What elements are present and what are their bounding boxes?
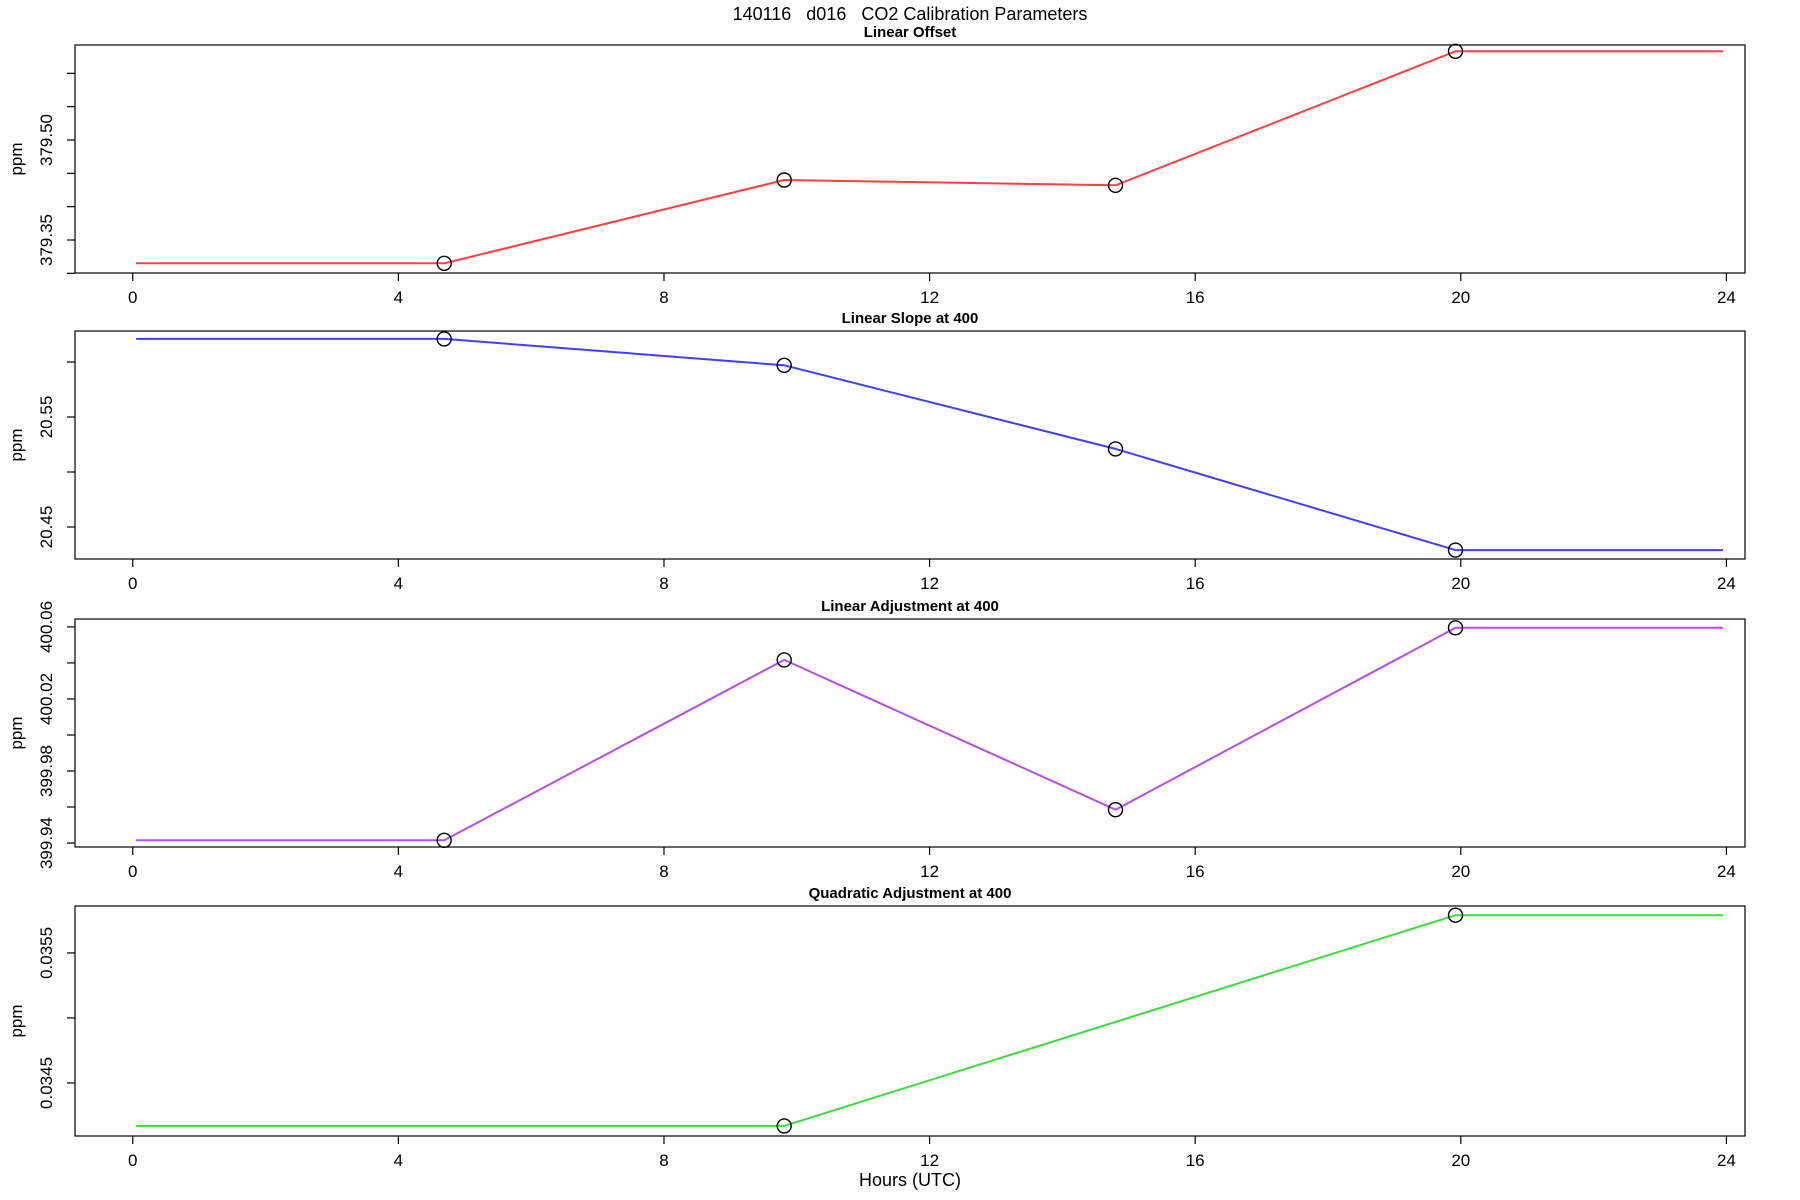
y-axis-name: ppm xyxy=(7,142,26,175)
y-tick-label: 20.55 xyxy=(37,396,56,439)
x-tick-label: 20 xyxy=(1451,862,1470,881)
y-tick-label: 0.0345 xyxy=(37,1057,56,1109)
x-tick-label: 12 xyxy=(920,574,939,593)
y-axis-name: ppm xyxy=(7,428,26,461)
plot-box xyxy=(74,44,1746,274)
data-point-marker xyxy=(776,172,792,188)
data-line xyxy=(136,50,1724,265)
data-point-marker xyxy=(436,331,452,347)
x-tick-label: 4 xyxy=(394,574,403,593)
y-axis-name: ppm xyxy=(7,716,26,749)
x-tick-label: 12 xyxy=(920,1151,939,1170)
y-tick-label: 400.02 xyxy=(37,673,56,725)
x-tick-label: 20 xyxy=(1451,574,1470,593)
data-point-marker xyxy=(776,357,792,373)
data-point-marker xyxy=(1447,620,1464,636)
x-tick-label: 12 xyxy=(920,862,939,881)
y-tick-label: 399.94 xyxy=(37,817,56,869)
x-tick-label: 8 xyxy=(659,862,668,881)
panel-3: Linear Adjustment at 400 399.94 399.98 400.… xyxy=(7,598,1746,881)
x-tick-label: 16 xyxy=(1186,862,1205,881)
panel-title: Linear Slope at 400 xyxy=(842,310,979,327)
data-point-marker xyxy=(1107,177,1124,194)
data-point-marker xyxy=(1447,43,1464,59)
panel-title: Linear Offset xyxy=(864,24,957,41)
x-tick-label: 4 xyxy=(394,862,403,881)
y-tick-label: 379.35 xyxy=(37,214,56,266)
plot-box xyxy=(74,330,1746,560)
x-tick-label: 4 xyxy=(394,1151,403,1170)
data-point-marker xyxy=(436,255,452,271)
data-line xyxy=(136,626,1724,842)
y-tick-label: 399.98 xyxy=(37,745,56,797)
figure-title: 140116 d016 CO2 Calibration Parameters xyxy=(732,4,1088,24)
x-tick-label: 16 xyxy=(1186,288,1205,307)
x-tick-label: 8 xyxy=(659,288,668,307)
panel-1: Linear Offset 379.35 379.50 ppm 0 4 8 12 16 20 24 xyxy=(7,24,1746,307)
data-point-marker xyxy=(436,832,452,848)
plot-box xyxy=(74,618,1746,848)
x-tick-label: 0 xyxy=(128,574,137,593)
x-tick-label: 0 xyxy=(128,1151,137,1170)
data-line xyxy=(136,914,1724,1127)
y-axis-name: ppm xyxy=(7,1004,26,1037)
data-point-marker xyxy=(1107,441,1124,457)
x-tick-label: 4 xyxy=(394,288,403,307)
y-tick-label: 0.0355 xyxy=(37,927,56,979)
x-tick-label: 0 xyxy=(128,862,137,881)
x-axis-label: Hours (UTC) xyxy=(859,1170,961,1190)
x-tick-label: 8 xyxy=(659,574,668,593)
x-tick-label: 20 xyxy=(1451,288,1470,307)
plot-box xyxy=(74,905,1746,1137)
x-tick-label: 16 xyxy=(1186,1151,1205,1170)
x-tick-label: 24 xyxy=(1717,1151,1736,1170)
panel-title: Quadratic Adjustment at 400 xyxy=(809,885,1012,902)
x-tick-label: 12 xyxy=(920,288,939,307)
y-tick-label: 400.06 xyxy=(37,601,56,653)
y-tick-label: 20.45 xyxy=(37,506,56,549)
data-point-marker xyxy=(1447,907,1464,923)
data-point-marker xyxy=(776,1118,792,1134)
data-point-marker xyxy=(1447,542,1464,558)
x-tick-label: 8 xyxy=(659,1151,668,1170)
x-tick-label: 24 xyxy=(1717,862,1736,881)
data-line xyxy=(136,337,1724,552)
x-tick-label: 24 xyxy=(1717,288,1736,307)
x-tick-label: 0 xyxy=(128,288,137,307)
panel-4: Quadratic Adjustment at 400 0.0345 0.0355 p… xyxy=(7,885,1746,1170)
data-point-marker xyxy=(776,652,792,668)
x-tick-label: 24 xyxy=(1717,574,1736,593)
panel-2: Linear Slope at 400 20.45 20.55 ppm 0 4 8 12 16 2… xyxy=(7,310,1746,593)
x-tick-label: 20 xyxy=(1451,1151,1470,1170)
panel-title: Linear Adjustment at 400 xyxy=(821,598,999,615)
y-tick-label: 379.50 xyxy=(37,114,56,166)
data-point-marker xyxy=(1107,802,1124,818)
x-tick-label: 16 xyxy=(1186,574,1205,593)
